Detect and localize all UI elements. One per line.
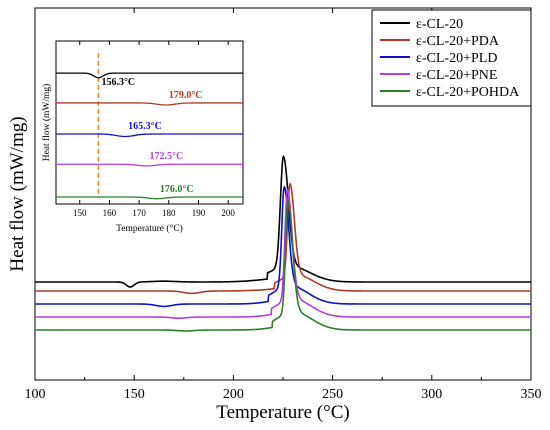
inset-series-line-2 — [56, 102, 243, 106]
x-tick-label: 300 — [421, 387, 442, 402]
inset-x-tick-label: 190 — [192, 208, 206, 218]
y-axis-title: Heat flow (mW/mg) — [7, 116, 28, 271]
x-tick-label: 250 — [322, 387, 343, 402]
inset-frame — [55, 40, 244, 205]
inset-peak-label: 172.5°C — [150, 151, 184, 162]
inset-peak-label: 176.0°C — [160, 184, 194, 195]
series-line-3 — [35, 185, 531, 308]
legend-label: ε-CL-20+POHDA — [416, 85, 520, 100]
x-tick-label: 150 — [124, 387, 145, 402]
inset-series-line-5 — [56, 196, 243, 200]
inset-x-tick-label: 160 — [103, 208, 117, 218]
legend-label: ε-CL-20 — [416, 17, 463, 32]
inset-series-line-4 — [56, 163, 243, 167]
x-tick-label: 350 — [521, 387, 542, 402]
inset-peak-label: 179.0°C — [169, 90, 203, 101]
inset-x-tick-label: 180 — [162, 208, 176, 218]
inset-x-tick-label: 200 — [221, 208, 235, 218]
inset-x-axis-title: Temperature (°C) — [116, 223, 183, 234]
inset-series-line-3 — [56, 133, 243, 138]
inset-peak-label: 165.3°C — [128, 121, 162, 132]
series-line-5 — [35, 199, 531, 332]
legend: ε-CL-20 ε-CL-20+PDA ε-CL-20+PLD ε-CL-20+PNE… — [371, 9, 532, 107]
series-line-4 — [35, 188, 531, 319]
inset-series-line-1 — [56, 72, 243, 79]
x-tick-label: 100 — [25, 387, 46, 402]
x-tick-label: 200 — [223, 387, 244, 402]
inset-chart: 150 160 170 180 190 200 Temperature (°C) Heat f… — [41, 40, 244, 234]
inset-x-tick-label: 150 — [73, 208, 87, 218]
series-line-1 — [35, 155, 531, 288]
legend-label: ε-CL-20+PDA — [416, 34, 500, 49]
inset-peak-label: 156.3°C — [101, 77, 135, 88]
inset-x-tick-label: 170 — [132, 208, 146, 218]
legend-label: ε-CL-20+PNE — [416, 68, 497, 83]
x-axis-title: Temperature (°C) — [216, 402, 349, 423]
inset-y-axis-title: Heat flow (mW/mg) — [41, 84, 52, 162]
legend-label: ε-CL-20+PLD — [416, 51, 497, 66]
